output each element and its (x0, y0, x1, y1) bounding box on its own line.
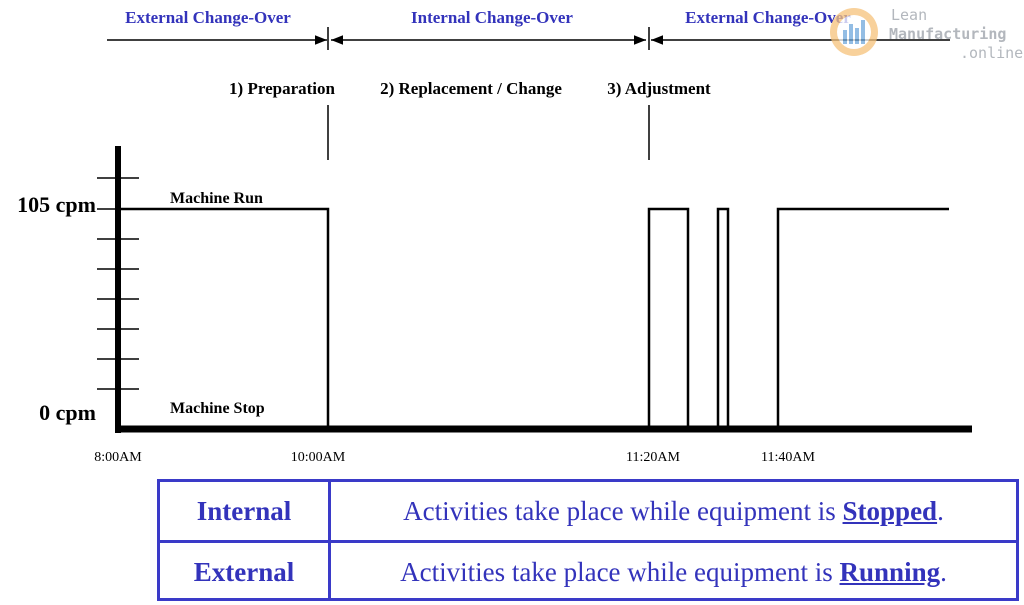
definition-row-internal: Internal Activities take place while equ… (160, 482, 1016, 540)
table-row-divider (160, 540, 1016, 543)
logo-line-3: .online (960, 44, 1023, 62)
definition-text-end: . (940, 556, 947, 587)
logo-line-1: Lean (891, 6, 927, 24)
time-label-1140am: 11:40AM (761, 450, 815, 465)
y-label-top: 105 cpm (17, 192, 96, 217)
time-label-8am: 8:00AM (94, 450, 142, 465)
definition-text-end: . (937, 495, 944, 526)
machine-signal-line (118, 207, 949, 429)
definition-keyword: Running (839, 556, 941, 587)
step-label-preparation: 1) Preparation (229, 79, 335, 98)
step-label-adjustment: 3) Adjustment (607, 79, 711, 98)
definition-text: Activities take place while equipment is… (331, 543, 1016, 601)
y-label-bottom: 0 cpm (39, 400, 96, 425)
phase-label-external-2: External Change-Over (685, 8, 851, 27)
definition-table: Internal Activities take place while equ… (157, 479, 1019, 601)
gear-icon (830, 8, 878, 56)
lean-manufacturing-logo: Lean Manufacturing .online (830, 6, 1023, 62)
definition-text: Activities take place while equipment is… (331, 482, 1016, 540)
y-ticks (97, 177, 139, 390)
state-label-run: Machine Run (170, 190, 263, 207)
time-label-1120am: 11:20AM (626, 450, 680, 465)
definition-term: Internal (160, 482, 331, 540)
phase-label-internal: Internal Change-Over (411, 8, 573, 27)
definition-text-main: Activities take place while equipment is (403, 495, 843, 526)
logo-line-2: Manufacturing (889, 25, 1006, 43)
definition-term: External (160, 543, 331, 601)
state-label-stop: Machine Stop (170, 400, 265, 417)
time-label-10am: 10:00AM (291, 450, 346, 465)
step-label-replacement: 2) Replacement / Change (380, 79, 562, 98)
definition-row-external: External Activities take place while equ… (160, 543, 1016, 601)
phase-label-external-1: External Change-Over (125, 8, 291, 27)
definition-text-main: Activities take place while equipment is (400, 556, 840, 587)
definition-keyword: Stopped (842, 495, 938, 526)
